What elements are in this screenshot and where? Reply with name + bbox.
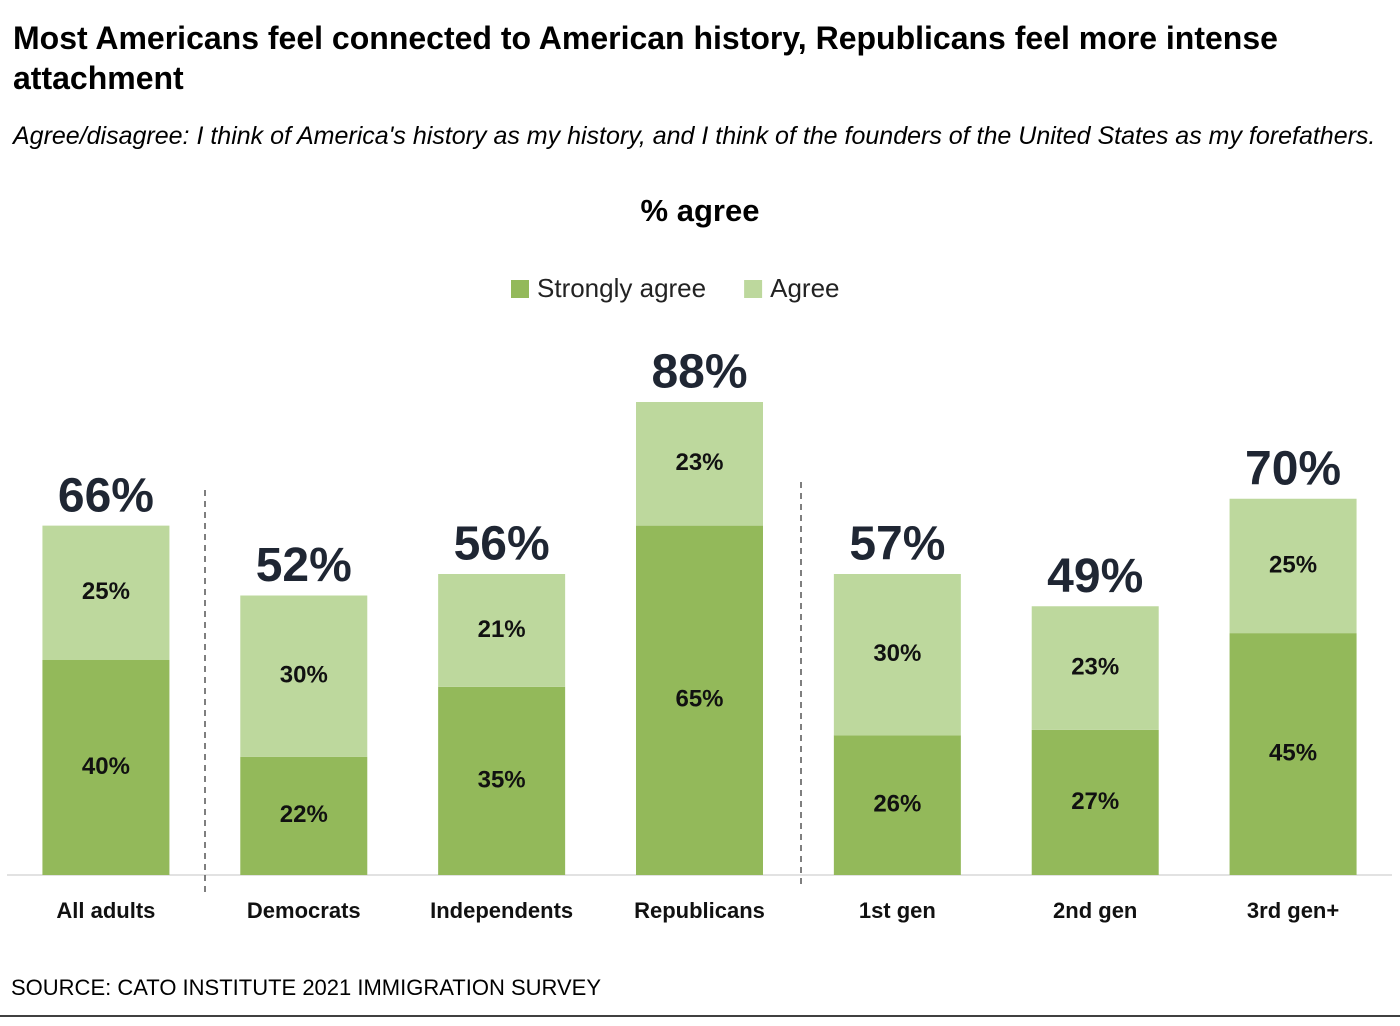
x-tick-label: Independents — [430, 898, 573, 923]
total-label: 57% — [849, 518, 945, 571]
segment-label: 45% — [1269, 739, 1317, 766]
segment-label: 22% — [280, 801, 328, 828]
segment-label: 25% — [1269, 551, 1317, 578]
total-label: 52% — [256, 539, 352, 592]
bar-segment — [438, 686, 566, 875]
legend-label: Agree — [770, 273, 839, 303]
bar-segment — [240, 595, 368, 757]
bar-segment — [240, 756, 368, 875]
bar-segment — [833, 574, 961, 736]
legend-swatch — [511, 280, 529, 298]
bar-segment — [1229, 498, 1357, 634]
x-tick-label: 2nd gen — [1053, 898, 1137, 923]
total-label: 49% — [1047, 550, 1143, 603]
source: SOURCE: CATO INSTITUTE 2021 IMMIGRATION … — [11, 975, 601, 1000]
x-tick-label: 3rd gen+ — [1247, 898, 1339, 923]
segment-label: 23% — [1071, 653, 1119, 680]
segment-label: 40% — [82, 753, 130, 780]
total-label: 88% — [651, 346, 747, 399]
segment-label: 65% — [675, 686, 723, 713]
x-tick-label: 1st gen — [859, 898, 936, 923]
legend-swatch — [744, 280, 763, 298]
segment-label: 23% — [675, 449, 723, 476]
bar-segment — [1031, 729, 1159, 875]
bar-segment — [42, 525, 170, 660]
chart-title: Most Americans feel connected to America… — [13, 20, 1278, 96]
x-tick-label: All adults — [56, 898, 155, 923]
x-tick-label: Democrats — [247, 898, 361, 923]
total-label: 66% — [58, 469, 154, 522]
segment-label: 25% — [82, 578, 130, 605]
segment-label: 27% — [1071, 788, 1119, 815]
bar-segment — [438, 574, 566, 687]
total-label: 70% — [1245, 442, 1341, 495]
bar-segment — [1229, 633, 1357, 875]
legend-label: Strongly agree — [537, 273, 706, 303]
bar-segment — [42, 660, 170, 875]
bar-segment — [833, 735, 961, 875]
chart-subtitle: Agree/disagree: I think of America's his… — [13, 122, 1376, 150]
segment-label: 26% — [873, 790, 921, 817]
segment-label: 30% — [873, 640, 921, 667]
segment-label: 21% — [478, 616, 526, 643]
segment-label: 30% — [280, 661, 328, 688]
bar-segment — [636, 402, 763, 526]
bar-segment — [636, 525, 763, 875]
total-label: 56% — [454, 518, 550, 571]
segment-label: 35% — [478, 766, 526, 793]
bar-segment — [1031, 606, 1159, 730]
axis-title: % agree — [641, 193, 760, 228]
x-tick-label: Republicans — [634, 898, 765, 923]
